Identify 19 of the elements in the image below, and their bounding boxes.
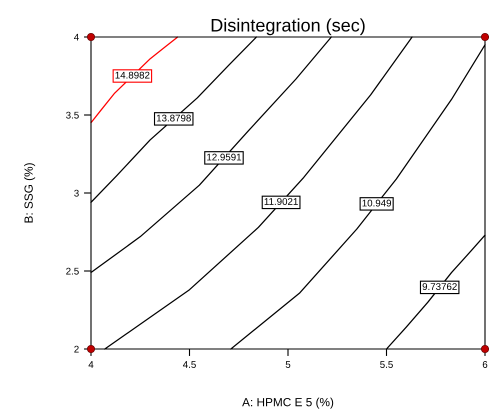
- series-label: 13.8798: [156, 114, 191, 122]
- series-label: 12.9591: [207, 154, 242, 161]
- x-tick-label: 4: [88, 361, 94, 368]
- y-tick-label: 2: [74, 346, 79, 353]
- y-tick-label: 3.5: [66, 112, 79, 119]
- y-tick-label: 3: [74, 190, 79, 197]
- y-tick-label: 4: [74, 34, 79, 41]
- chart-title: Disintegration (sec): [212, 18, 365, 36]
- x-axis-title: A: HPMC E 5 (%): [242, 398, 334, 409]
- series-label: 14.8982: [116, 72, 150, 79]
- series-label: 9.73762: [422, 283, 457, 290]
- x-tick-label: 5: [286, 361, 290, 368]
- y-tick-label: 2.5: [66, 268, 79, 275]
- y-axis-title: B: SSG (%): [24, 163, 36, 223]
- series-label: 11.9021: [264, 198, 298, 205]
- x-tick-label: 4.5: [182, 361, 196, 368]
- x-tick-label: 6: [482, 361, 488, 368]
- x-tick-label: 5.5: [380, 361, 393, 368]
- series-label: 10.949: [362, 200, 392, 207]
